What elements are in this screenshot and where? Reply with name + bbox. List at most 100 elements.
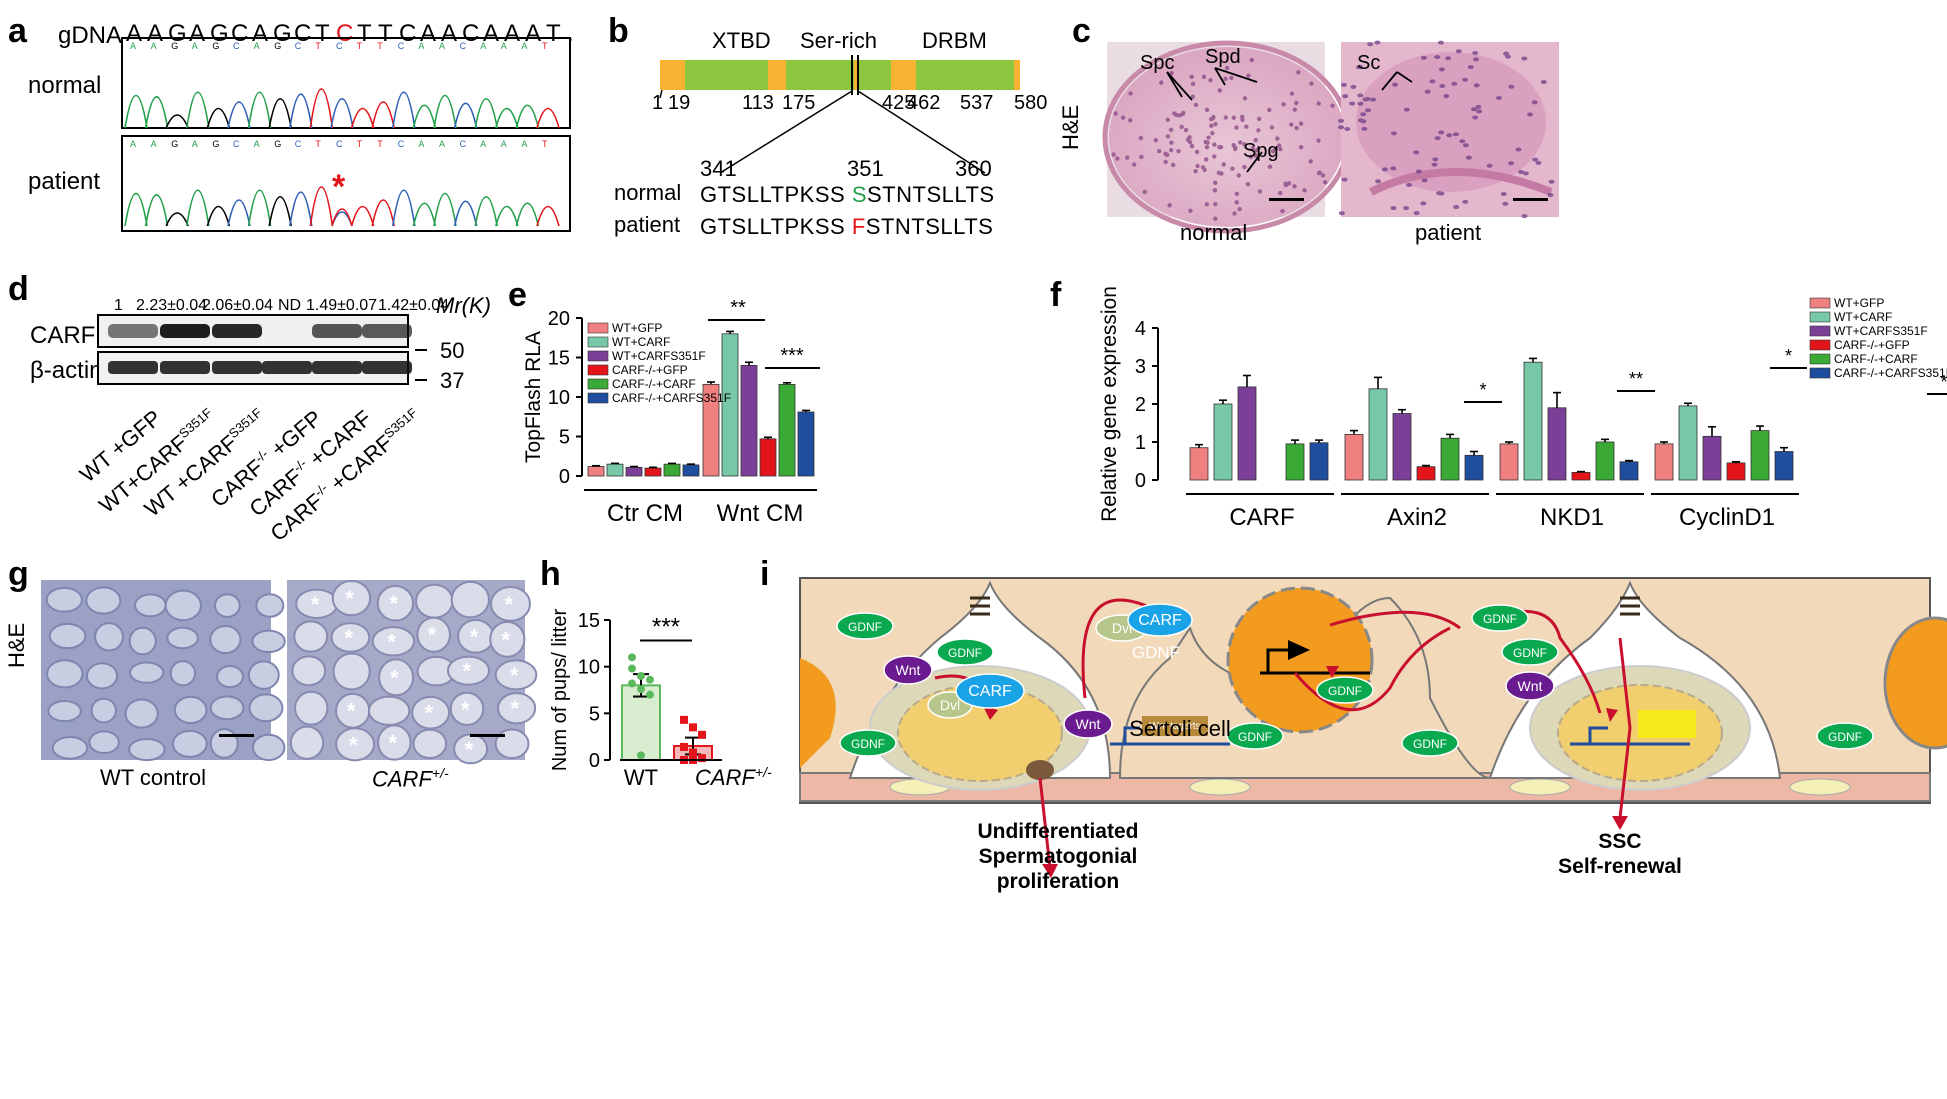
legend-swatch-1	[587, 336, 609, 348]
bar-0-1	[606, 463, 624, 477]
base-10: C	[336, 20, 354, 47]
band-actin-2	[212, 361, 262, 374]
base-17: A	[483, 20, 500, 47]
panel-label-e: e	[508, 276, 527, 314]
bar-3-2	[1702, 435, 1722, 481]
bar-1-1	[1368, 388, 1388, 481]
trace-base-1-8: C	[295, 139, 302, 149]
ytick-0: 0	[559, 466, 570, 488]
carf-oval-1-label: CARF	[1138, 612, 1182, 629]
ytick-h-10: 10	[578, 657, 600, 679]
lumen-star: *	[345, 586, 354, 611]
band-actin-4	[312, 361, 362, 374]
bar-3-0	[1654, 443, 1674, 481]
base-15: A	[441, 20, 458, 47]
domain-label-ser-rich: Ser-rich	[800, 28, 878, 53]
domain-xtbd	[685, 60, 768, 90]
band-carf-4	[312, 324, 362, 338]
bar-0-5	[682, 464, 700, 477]
bar-2-3	[1571, 471, 1591, 481]
point-h-0-6	[628, 653, 636, 662]
lumen-star: *	[344, 625, 353, 650]
lumen-star: *	[425, 701, 434, 726]
gdnf-oval-4-label: GDNF	[1328, 684, 1362, 698]
point-h-1-4	[689, 748, 697, 757]
point-h-0-2	[646, 675, 654, 684]
trace-base-0-8: C	[295, 41, 302, 51]
point-h-0-1	[637, 672, 645, 680]
wnt-oval-0-label: Wnt	[896, 662, 921, 678]
trace-base-0-10: C	[336, 41, 343, 51]
lumen-star: *	[349, 732, 358, 757]
lumen-star: *	[428, 623, 437, 648]
outcome-right-1: Self-renewal	[1558, 855, 1682, 878]
ytick-3: 3	[1135, 356, 1146, 378]
band-carf-1	[160, 324, 210, 338]
lumen-star: *	[511, 696, 520, 721]
sig-h: ***	[652, 614, 680, 641]
y-axis-label: TopFlash RLA	[522, 331, 545, 463]
trace-base-0-2: G	[171, 41, 178, 51]
base-14: A	[420, 20, 437, 47]
trace-base-1-2: G	[171, 139, 178, 149]
base-11: T	[357, 20, 372, 47]
gdnf-oval-3	[1226, 722, 1284, 750]
bar-1-2	[740, 365, 758, 477]
legend-swatch-2	[587, 350, 609, 362]
trace-base-1-1: A	[151, 139, 157, 149]
trace-base-1-12: T	[377, 139, 383, 149]
band-actin-3	[262, 361, 312, 374]
ytick-15: 15	[548, 348, 570, 370]
trace-base-1-3: A	[192, 139, 198, 149]
trace-base-0-4: G	[212, 41, 219, 51]
seq-normal-residue: S	[851, 182, 867, 207]
sig-f-1: **	[1629, 369, 1643, 389]
trace-base-1-10: C	[336, 139, 343, 149]
lumen-star: *	[461, 697, 470, 722]
base-12: T	[378, 20, 393, 47]
lumen-star: *	[465, 737, 474, 762]
arrow-label-spd: Spd	[1205, 46, 1241, 68]
wnt-oval-1	[1063, 709, 1113, 739]
base-19: A	[525, 20, 542, 47]
bar-0-0	[1189, 447, 1209, 481]
legend-label-0: WT+GFP	[1834, 296, 1884, 310]
base-4: G	[210, 20, 229, 47]
lumen-star: *	[463, 659, 472, 684]
position-425: 425	[882, 92, 916, 114]
legend-swatch-4	[587, 378, 609, 390]
quant-value-5: 1.42±0.04	[378, 297, 450, 314]
legend-swatch-3	[1809, 339, 1831, 351]
gdnf-oval-2-label: GDNF	[851, 737, 885, 751]
position-113: 113	[742, 92, 774, 114]
legend-swatch-1	[1809, 311, 1831, 323]
domain-ser-rich	[786, 60, 854, 90]
gdnf-oval-6	[1471, 604, 1529, 632]
sequence-end: .	[567, 20, 574, 47]
zoom-pos-351: 351	[847, 156, 884, 181]
trace-base-0-18: A	[501, 41, 507, 51]
panel-label-a: a	[8, 12, 27, 50]
bar-0-4	[1285, 443, 1305, 481]
band-carf-2	[212, 324, 262, 338]
sig-f-3: *	[1940, 372, 1947, 392]
trace-base-0-0: A	[130, 41, 136, 51]
legend-swatch-5	[1809, 367, 1831, 379]
domain-diagram	[659, 55, 1020, 174]
band-label-actin: β-actin	[30, 357, 103, 384]
wnt-targets-label: Wnt tagerts	[1149, 721, 1200, 732]
gdnf-oval-6-label: GDNF	[1483, 612, 1517, 626]
carf-oval-0-label: CARF	[968, 683, 1012, 700]
base-7: G	[273, 20, 292, 47]
panel-label-i: i	[760, 555, 770, 593]
category-1: Wnt CM	[717, 500, 804, 527]
position-19: 19	[668, 92, 691, 114]
seq-patient-prefix: GTSLLTPKSS	[700, 214, 852, 239]
wnt-oval-1-label: Wnt	[1076, 716, 1101, 732]
legend-label-5: CARF-/-+CARFS351F	[612, 391, 731, 405]
bar-0-5	[1309, 442, 1329, 481]
legend-label-0: WT+GFP	[612, 321, 662, 335]
arrow-label-spg: Spg	[1243, 140, 1279, 162]
bar-1-3	[1416, 466, 1436, 481]
